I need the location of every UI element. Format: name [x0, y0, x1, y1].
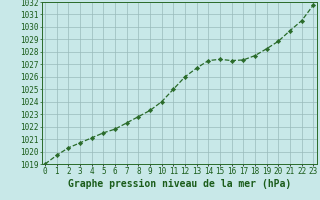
X-axis label: Graphe pression niveau de la mer (hPa): Graphe pression niveau de la mer (hPa): [68, 179, 291, 189]
